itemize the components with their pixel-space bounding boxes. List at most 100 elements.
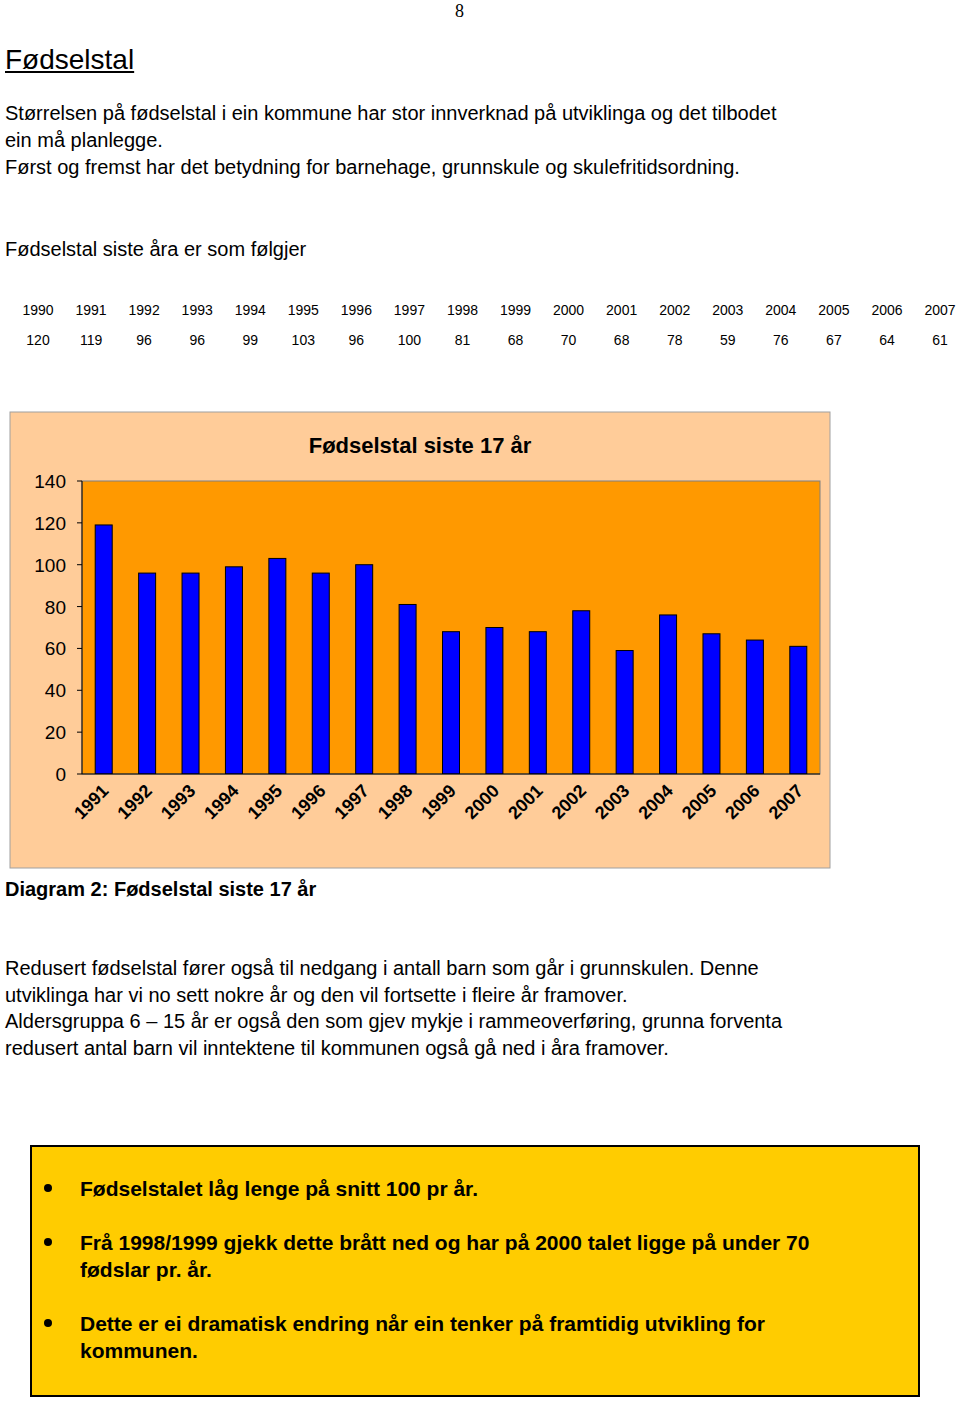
bar	[486, 628, 503, 775]
x-tick-label: 1997	[331, 781, 373, 823]
table-cell: 70	[561, 333, 577, 347]
bar	[399, 604, 416, 774]
table-heading: Fødselstal siste åra er som følgjer	[5, 239, 306, 259]
y-tick-label: 80	[45, 597, 66, 618]
y-tick-label: 20	[45, 722, 66, 743]
y-tick-label: 140	[34, 471, 66, 492]
summary-line: fødslar pr. år.	[80, 1259, 212, 1280]
intro-line: ein må planlegge.	[5, 130, 163, 150]
table-cell: 96	[349, 333, 365, 347]
y-axis	[82, 481, 83, 774]
table-header-cell: 2007	[924, 303, 955, 317]
y-tick	[77, 648, 82, 649]
table-cell: 119	[80, 333, 102, 347]
bar	[529, 632, 546, 774]
table-header-cell: 2004	[765, 303, 796, 317]
x-tick-label: 2006	[721, 781, 763, 823]
table-header-cell: 1990	[22, 303, 53, 317]
x-tick-label: 2005	[678, 781, 720, 823]
y-tick-label: 60	[45, 638, 66, 659]
x-tick-label: 1999	[417, 781, 459, 823]
x-tick-label: 1995	[244, 781, 286, 823]
table-header-cell: 1994	[235, 303, 266, 317]
x-tick-label: 2004	[634, 781, 676, 823]
bar	[573, 611, 590, 774]
body-line: utviklinga har vi no sett nokre år og de…	[5, 985, 628, 1005]
table-header-cell: 1995	[288, 303, 319, 317]
table-header-cell: 1991	[75, 303, 106, 317]
bullet	[44, 1184, 52, 1192]
x-axis	[82, 774, 820, 775]
table-header-cell: 1992	[129, 303, 160, 317]
bar	[616, 651, 633, 774]
bullet	[44, 1238, 52, 1246]
page-number: 8	[455, 2, 464, 20]
x-tick-label: 1994	[200, 781, 242, 823]
summary-line: Dette er ei dramatisk endring når ein te…	[80, 1313, 765, 1334]
body-line: Redusert fødselstal fører også til nedga…	[5, 958, 759, 978]
bar	[269, 558, 286, 774]
title: Fødselstal	[5, 46, 134, 74]
body-line: Aldersgruppa 6 – 15 år er også den som g…	[5, 1011, 782, 1031]
table-cell: 61	[932, 333, 948, 347]
table-cell: 67	[826, 333, 842, 347]
summary-line: Fødselstalet låg lenge på snitt 100 pr å…	[80, 1178, 478, 1199]
x-tick-label: 1991	[70, 781, 112, 823]
x-tick-label: 2002	[548, 781, 590, 823]
y-tick-label: 120	[34, 513, 66, 534]
table-cell: 96	[189, 333, 205, 347]
y-tick	[77, 481, 82, 482]
bar	[746, 640, 763, 774]
table-header-cell: 1997	[394, 303, 425, 317]
bar	[703, 634, 720, 774]
y-tick	[77, 522, 82, 523]
table-cell: 103	[292, 333, 315, 347]
summary-line: Frå 1998/1999 gjekk dette brått ned og h…	[80, 1232, 809, 1253]
table-cell: 68	[614, 333, 630, 347]
y-tick	[77, 732, 82, 733]
bars	[95, 525, 807, 774]
x-tick-label: 2001	[504, 781, 546, 823]
table-header-cell: 1996	[341, 303, 372, 317]
table-cell: 99	[242, 333, 258, 347]
x-tick-label: 1998	[374, 781, 416, 823]
bar	[790, 646, 807, 774]
x-tick-label: 1993	[157, 781, 199, 823]
x-tick-label: 1992	[113, 781, 155, 823]
x-tick-label: 1996	[287, 781, 329, 823]
y-tick-label: 40	[45, 680, 66, 701]
summary-line: kommunen.	[80, 1340, 198, 1361]
table-header-cell: 2003	[712, 303, 743, 317]
table-cell: 100	[398, 333, 421, 347]
bar	[182, 573, 199, 774]
bar	[95, 525, 112, 774]
y-tick	[77, 564, 82, 565]
x-tick-label: 2007	[765, 781, 807, 823]
y-tick-label: 100	[34, 555, 66, 576]
table-header-cell: 1999	[500, 303, 531, 317]
chart-background	[10, 412, 830, 868]
chart-title: Fødselstal siste 17 år	[309, 433, 532, 458]
x-tick-label: 2003	[591, 781, 633, 823]
table-header-cell: 2000	[553, 303, 584, 317]
y-tick	[77, 690, 82, 691]
table-header-cell: 2005	[818, 303, 849, 317]
page: 8 Fødselstal Størrelsen på fødselstal i ei…	[0, 0, 960, 1402]
y-tick	[77, 774, 82, 775]
bullet	[44, 1319, 52, 1327]
intro-line: Først og fremst har det betydning for ba…	[5, 157, 740, 177]
table-cell: 78	[667, 333, 683, 347]
table-header-cell: 2002	[659, 303, 690, 317]
bar	[443, 632, 460, 774]
intro-line: Størrelsen på fødselstal i ein kommune h…	[5, 103, 777, 123]
y-tick	[77, 606, 82, 607]
table-cell: 68	[508, 333, 524, 347]
bar	[139, 573, 156, 774]
table-cell: 76	[773, 333, 789, 347]
bar	[225, 567, 242, 774]
table-header-cell: 1998	[447, 303, 478, 317]
body-line: redusert antal barn vil inntektene til k…	[5, 1038, 669, 1058]
x-tick-label: 2000	[461, 781, 503, 823]
bar	[312, 573, 329, 774]
bar	[660, 615, 677, 774]
